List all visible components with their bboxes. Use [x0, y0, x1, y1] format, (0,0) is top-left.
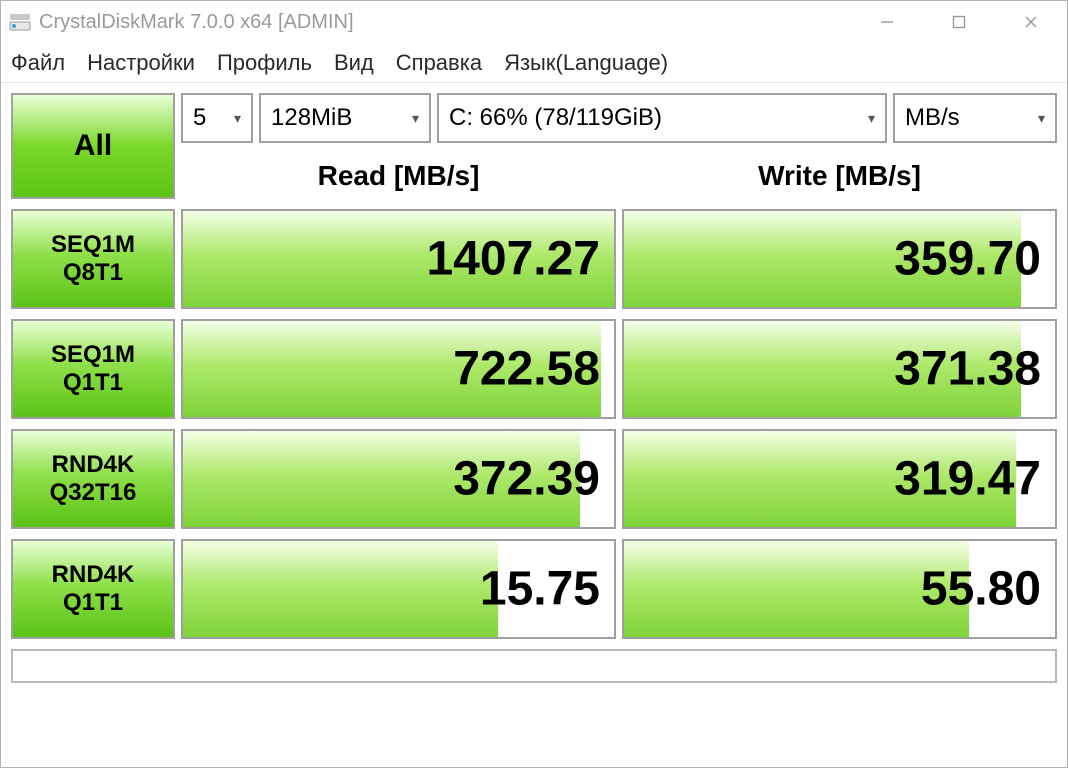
unit-select[interactable]: MB/s ▾	[893, 93, 1057, 143]
menu-file[interactable]: Файл	[11, 50, 65, 76]
test-button-seq1m-q8t1[interactable]: SEQ1M Q8T1	[11, 209, 175, 309]
row-label-1: SEQ1M	[51, 231, 135, 259]
result-row: RND4K Q32T16 372.39 319.47	[11, 429, 1057, 529]
read-cell: 372.39	[181, 429, 616, 529]
app-icon	[9, 11, 31, 33]
result-row: RND4K Q1T1 15.75 55.80	[11, 539, 1057, 639]
write-value: 371.38	[894, 342, 1041, 397]
menu-profile[interactable]: Профиль	[217, 50, 312, 76]
minimize-button[interactable]	[851, 1, 923, 43]
runs-value: 5	[193, 104, 206, 132]
drive-select[interactable]: C: 66% (78/119GiB) ▾	[437, 93, 887, 143]
row-label-2: Q1T1	[63, 589, 123, 617]
read-cell: 722.58	[181, 319, 616, 419]
titlebar: CrystalDiskMark 7.0.0 x64 [ADMIN]	[1, 1, 1067, 43]
row-label-2: Q8T1	[63, 259, 123, 287]
unit-value: MB/s	[905, 104, 960, 132]
read-bar	[183, 541, 498, 637]
test-button-rnd4k-q32t16[interactable]: RND4K Q32T16	[11, 429, 175, 529]
row-label-2: Q1T1	[63, 369, 123, 397]
row-label-1: SEQ1M	[51, 341, 135, 369]
status-bar	[11, 649, 1057, 683]
result-row: SEQ1M Q1T1 722.58 371.38	[11, 319, 1057, 419]
chevron-down-icon: ▾	[412, 110, 419, 127]
close-button[interactable]	[995, 1, 1067, 43]
read-cell: 15.75	[181, 539, 616, 639]
chevron-down-icon: ▾	[234, 110, 241, 127]
menu-language[interactable]: Язык(Language)	[504, 50, 668, 76]
menu-help[interactable]: Справка	[396, 50, 482, 76]
size-select[interactable]: 128MiB ▾	[259, 93, 431, 143]
read-value: 372.39	[453, 452, 600, 507]
write-header: Write [MB/s]	[622, 153, 1057, 199]
row-label-1: RND4K	[52, 561, 135, 589]
window-controls	[851, 1, 1067, 43]
menu-settings[interactable]: Настройки	[87, 50, 195, 76]
row-label-1: RND4K	[52, 451, 135, 479]
read-value: 1407.27	[426, 232, 600, 287]
read-cell: 1407.27	[181, 209, 616, 309]
maximize-button[interactable]	[923, 1, 995, 43]
write-cell: 371.38	[622, 319, 1057, 419]
menu-view[interactable]: Вид	[334, 50, 374, 76]
column-headers: Read [MB/s] Write [MB/s]	[181, 153, 1057, 199]
write-value: 319.47	[894, 452, 1041, 507]
row-label-2: Q32T16	[50, 479, 137, 507]
test-button-rnd4k-q1t1[interactable]: RND4K Q1T1	[11, 539, 175, 639]
run-all-button[interactable]: All	[11, 93, 175, 199]
runs-select[interactable]: 5 ▾	[181, 93, 253, 143]
app-window: CrystalDiskMark 7.0.0 x64 [ADMIN] Файл Н…	[0, 0, 1068, 768]
read-header: Read [MB/s]	[181, 153, 616, 199]
write-bar	[624, 541, 969, 637]
write-cell: 319.47	[622, 429, 1057, 529]
chevron-down-icon: ▾	[1038, 110, 1045, 127]
result-row: SEQ1M Q8T1 1407.27 359.70	[11, 209, 1057, 309]
menubar: Файл Настройки Профиль Вид Справка Язык(…	[1, 43, 1067, 83]
write-cell: 359.70	[622, 209, 1057, 309]
write-cell: 55.80	[622, 539, 1057, 639]
top-block: All 5 ▾ 128MiB ▾ C: 66% (78/119GiB) ▾ MB…	[11, 93, 1057, 199]
selectors-row: 5 ▾ 128MiB ▾ C: 66% (78/119GiB) ▾ MB/s ▾	[181, 93, 1057, 143]
write-value: 55.80	[921, 562, 1041, 617]
content-area: All 5 ▾ 128MiB ▾ C: 66% (78/119GiB) ▾ MB…	[1, 83, 1067, 767]
write-value: 359.70	[894, 232, 1041, 287]
test-button-seq1m-q1t1[interactable]: SEQ1M Q1T1	[11, 319, 175, 419]
read-value: 15.75	[480, 562, 600, 617]
size-value: 128MiB	[271, 104, 352, 132]
chevron-down-icon: ▾	[868, 110, 875, 127]
drive-value: C: 66% (78/119GiB)	[449, 104, 662, 132]
read-value: 722.58	[453, 342, 600, 397]
window-title: CrystalDiskMark 7.0.0 x64 [ADMIN]	[39, 11, 851, 34]
